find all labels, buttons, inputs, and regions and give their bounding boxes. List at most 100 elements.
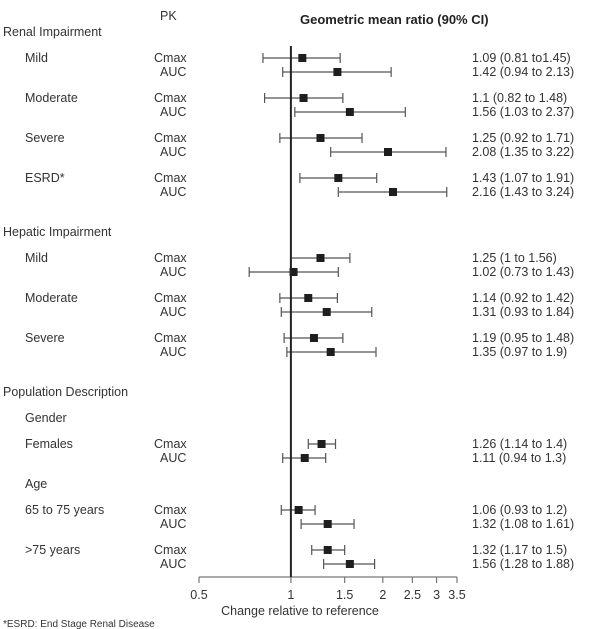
estimate-row: AUC 1.11 (0.94 to 1.3) <box>160 451 566 465</box>
subsection-label: Age <box>25 477 47 491</box>
section-row: Renal Impairment <box>3 25 102 39</box>
estimate-value-label: 1.56 (1.28 to 1.88) <box>472 557 574 571</box>
pk-parameter-label: AUC <box>160 265 186 279</box>
point-estimate-marker <box>333 68 342 76</box>
estimate-row: AUC 1.35 (0.97 to 1.9) <box>160 345 567 359</box>
pk-parameter-label: Cmax <box>154 171 187 185</box>
pk-parameter-label: AUC <box>160 557 186 571</box>
x-tick-label: 1.5 <box>336 588 353 602</box>
subgroup-label: Mild <box>25 51 48 65</box>
pk-parameter-label: AUC <box>160 65 186 79</box>
estimate-row: Mild Cmax 1.09 (0.81 to1.45) <box>25 51 571 65</box>
point-estimate-marker <box>326 348 335 356</box>
pk-parameter-label: AUC <box>160 145 186 159</box>
point-estimate-marker <box>289 268 298 276</box>
x-tick-label: 3.5 <box>448 588 465 602</box>
pk-parameter-label: Cmax <box>154 51 187 65</box>
estimate-value-label: 1.31 (0.93 to 1.84) <box>472 305 574 319</box>
pk-parameter-label: Cmax <box>154 543 187 557</box>
subgroup-label: Moderate <box>25 291 78 305</box>
x-tick-label: 2 <box>379 588 386 602</box>
estimate-row: AUC 1.42 (0.94 to 2.13) <box>160 65 574 79</box>
point-estimate-marker <box>298 54 307 62</box>
point-estimate-marker <box>304 294 313 302</box>
estimate-value-label: 1.32 (1.08 to 1.61) <box>472 517 574 531</box>
x-tick-label: 0.5 <box>190 588 207 602</box>
estimate-value-label: 1.25 (1 to 1.56) <box>472 251 557 265</box>
chart-title: Geometric mean ratio (90% CI) <box>300 12 489 27</box>
point-estimate-marker <box>334 174 343 182</box>
estimate-value-label: 1.14 (0.92 to 1.42) <box>472 291 574 305</box>
point-estimate-marker <box>345 108 354 116</box>
estimate-row: 65 to 75 years Cmax 1.06 (0.93 to 1.2) <box>25 503 567 517</box>
estimate-value-label: 1.56 (1.03 to 2.37) <box>472 105 574 119</box>
estimate-value-label: 1.42 (0.94 to 2.13) <box>472 65 574 79</box>
section-label: Hepatic Impairment <box>3 225 112 239</box>
pk-parameter-label: AUC <box>160 185 186 199</box>
estimate-row: Moderate Cmax 1.1 (0.82 to 1.48) <box>25 91 567 105</box>
estimate-value-label: 1.11 (0.94 to 1.3) <box>472 451 566 465</box>
subgroup-label: 65 to 75 years <box>25 503 104 517</box>
point-estimate-marker <box>323 520 332 528</box>
point-estimate-marker <box>316 134 325 142</box>
pk-column-header: PK <box>160 9 177 23</box>
x-tick-label: 3 <box>433 588 440 602</box>
point-estimate-marker <box>323 546 332 554</box>
point-estimate-marker <box>384 148 393 156</box>
estimate-row: Moderate Cmax 1.14 (0.92 to 1.42) <box>25 291 574 305</box>
x-axis: 0.5 1 1.5 2 2.5 3 3.5 <box>190 576 466 602</box>
subgroup-label: Females <box>25 437 73 451</box>
subsection-row: Age <box>25 477 47 491</box>
section-label: Renal Impairment <box>3 25 102 39</box>
pk-parameter-label: Cmax <box>154 91 187 105</box>
footnote: *ESRD: End Stage Renal Disease <box>3 619 155 629</box>
subsection-row: Gender <box>25 411 67 425</box>
estimate-value-label: 1.26 (1.14 to 1.4) <box>472 437 567 451</box>
estimate-row: Females Cmax 1.26 (1.14 to 1.4) <box>25 437 567 451</box>
subsection-label: Gender <box>25 411 67 425</box>
pk-parameter-label: Cmax <box>154 437 187 451</box>
point-estimate-marker <box>299 94 308 102</box>
section-label: Population Description <box>3 385 128 399</box>
subgroup-label: >75 years <box>25 543 80 557</box>
subgroup-label: Severe <box>25 131 65 145</box>
point-estimate-marker <box>316 254 325 262</box>
subgroup-label: ESRD* <box>25 171 65 185</box>
pk-parameter-label: AUC <box>160 451 186 465</box>
pk-parameter-label: AUC <box>160 105 186 119</box>
pk-parameter-label: AUC <box>160 517 186 531</box>
estimate-row: AUC 1.02 (0.73 to 1.43) <box>160 265 574 279</box>
point-estimate-marker <box>389 188 398 196</box>
estimate-row: AUC 1.56 (1.28 to 1.88) <box>160 557 574 571</box>
rows-layer: Renal Impairment Mild Cmax 1.09 (0.81 to1.4… <box>3 25 574 571</box>
point-estimate-marker <box>322 308 331 316</box>
estimate-row: AUC 2.16 (1.43 to 3.24) <box>160 185 574 199</box>
x-tick-label: 2.5 <box>404 588 421 602</box>
pk-parameter-label: AUC <box>160 345 186 359</box>
estimate-value-label: 1.02 (0.73 to 1.43) <box>472 265 574 279</box>
point-estimate-marker <box>309 334 318 342</box>
estimate-value-label: 1.43 (1.07 to 1.91) <box>472 171 574 185</box>
pk-parameter-label: AUC <box>160 305 186 319</box>
estimate-value-label: 1.06 (0.93 to 1.2) <box>472 503 567 517</box>
point-estimate-marker <box>294 506 303 514</box>
estimate-value-label: 1.25 (0.92 to 1.71) <box>472 131 574 145</box>
pk-parameter-label: Cmax <box>154 131 187 145</box>
x-axis-label: Change relative to reference <box>221 604 379 618</box>
estimate-row: ESRD* Cmax 1.43 (1.07 to 1.91) <box>25 171 574 185</box>
estimate-row: AUC 2.08 (1.35 to 3.22) <box>160 145 574 159</box>
estimate-value-label: 2.16 (1.43 to 3.24) <box>472 185 574 199</box>
estimate-row: AUC 1.56 (1.03 to 2.37) <box>160 105 574 119</box>
estimate-row: Severe Cmax 1.19 (0.95 to 1.48) <box>25 331 574 345</box>
estimate-value-label: 2.08 (1.35 to 3.22) <box>472 145 574 159</box>
subgroup-label: Mild <box>25 251 48 265</box>
estimate-value-label: 1.32 (1.17 to 1.5) <box>472 543 567 557</box>
estimate-row: >75 years Cmax 1.32 (1.17 to 1.5) <box>25 543 567 557</box>
pk-parameter-label: Cmax <box>154 331 187 345</box>
point-estimate-marker <box>300 454 309 462</box>
section-row: Population Description <box>3 385 128 399</box>
estimate-row: Mild Cmax 1.25 (1 to 1.56) <box>25 251 557 265</box>
section-row: Hepatic Impairment <box>3 225 112 239</box>
pk-parameter-label: Cmax <box>154 503 187 517</box>
